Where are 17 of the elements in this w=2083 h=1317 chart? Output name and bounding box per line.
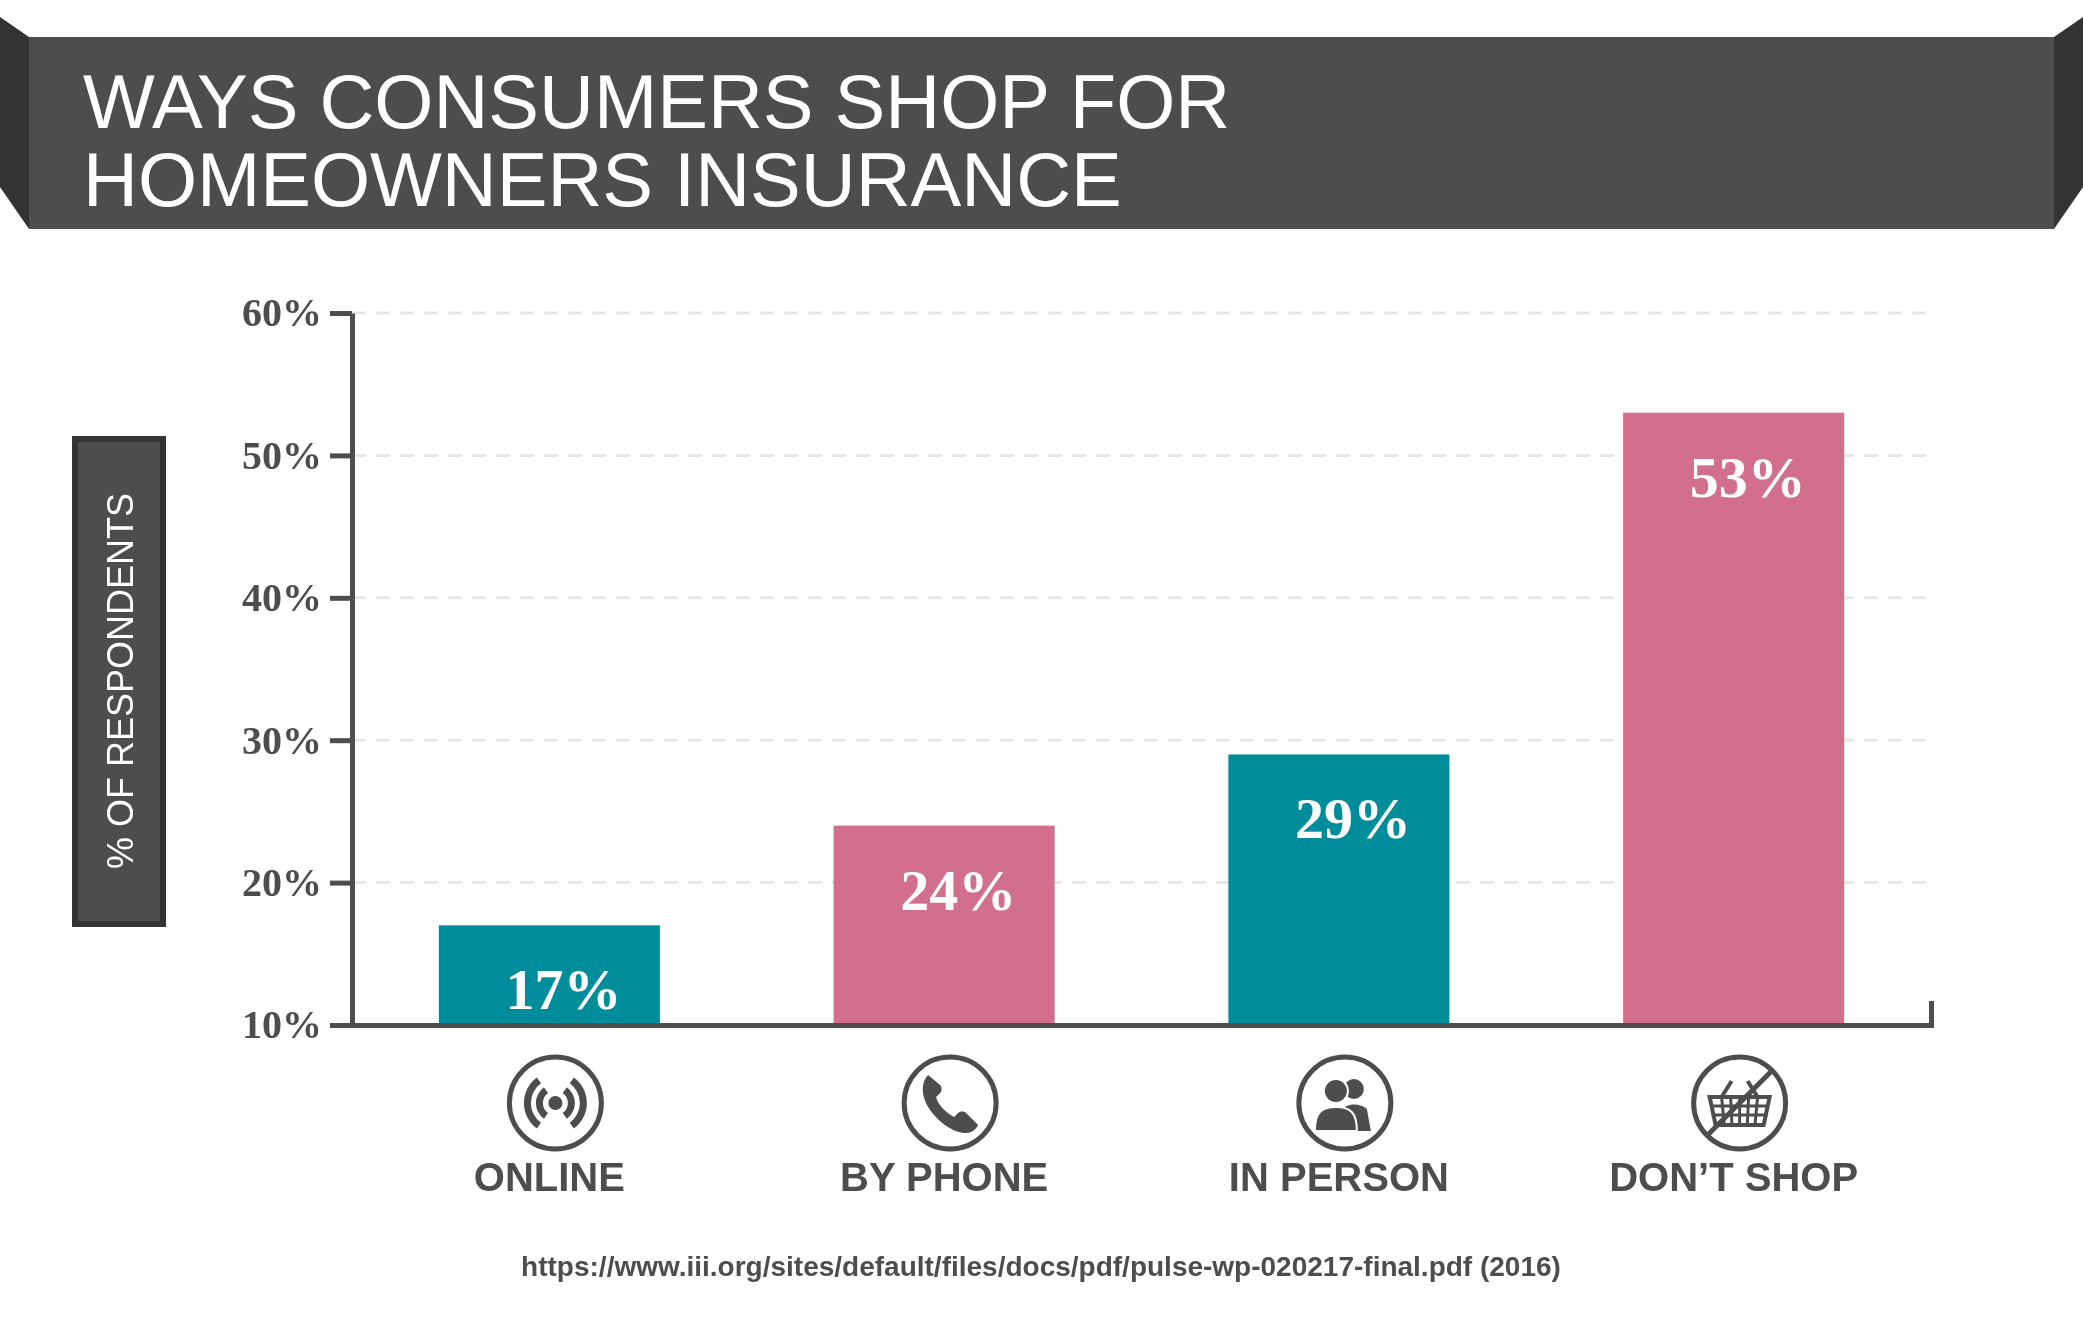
y-tick-label: 60% (242, 290, 322, 336)
y-tick-label: 50% (242, 432, 322, 478)
x-tick-label: BY PHONE (840, 1155, 1049, 1200)
x-tick-label: DON’T SHOP (1609, 1155, 1859, 1200)
y-axis-title: % OF RESPONDENTS (100, 492, 141, 870)
chart-title: WAYS CONSUMERS SHOP FOR HOMEOWNERS INSURANCE (83, 59, 1231, 222)
x-tick-label: ONLINE (473, 1155, 625, 1200)
x-tick-label: IN PERSON (1228, 1155, 1449, 1200)
data-label: 53% (1689, 444, 1806, 510)
y-tick-label: 40% (242, 575, 322, 621)
y-tick-label: 30% (242, 717, 322, 763)
data-label: 29% (1294, 786, 1411, 852)
text: https://www.iii.org/sites/default/files/docs/pdf/pulse-wp-020217-final.pdf (2016) (521, 1251, 1561, 1282)
y-tick-label: 10% (242, 1002, 322, 1048)
data-label: 17% (505, 957, 622, 1023)
data-label: 24% (900, 857, 1017, 923)
y-tick-label: 20% (242, 859, 322, 905)
